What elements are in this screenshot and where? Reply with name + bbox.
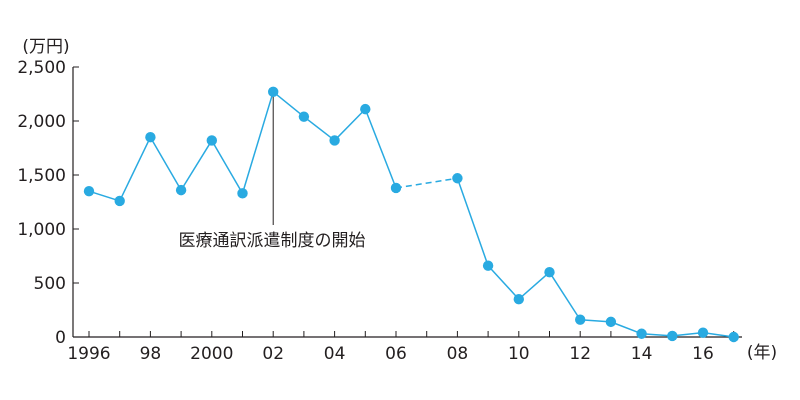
- series-line-segment: [334, 108, 366, 141]
- x-tick-label: 06: [385, 344, 407, 364]
- x-tick-label: 10: [508, 344, 530, 364]
- data-point: [360, 103, 371, 115]
- data-point: [329, 135, 340, 146]
- x-tick-label: 12: [569, 344, 591, 364]
- data-point: [83, 186, 95, 197]
- data-point: [452, 173, 463, 184]
- series-line-segment: [149, 136, 182, 191]
- data-point: [206, 135, 217, 146]
- data-point: [237, 188, 248, 199]
- data-point: [697, 327, 709, 338]
- data-point: [268, 86, 279, 98]
- series-line-segment: [211, 140, 244, 194]
- data-point: [575, 314, 586, 325]
- y-tick-label: 1,500: [17, 166, 66, 186]
- x-tick-label: 2000: [190, 344, 233, 364]
- series-line-segment: [487, 265, 520, 300]
- series-line-segment: [518, 271, 550, 300]
- y-axis-unit-label: (万円): [22, 37, 69, 57]
- data-point: [728, 331, 739, 343]
- y-tick-label: 0: [55, 328, 66, 348]
- x-tick-label: 98: [140, 344, 162, 364]
- series: [83, 86, 739, 343]
- annotation: 医療通訳派遣制度の開始: [179, 91, 366, 251]
- data-point: [636, 328, 647, 339]
- y-tick-label: 500: [34, 274, 66, 294]
- x-tick-label: 14: [631, 344, 653, 364]
- series-line-segment: [180, 140, 213, 191]
- y-tick-label: 2,000: [17, 112, 66, 132]
- data-point: [544, 267, 555, 278]
- data-point: [667, 330, 678, 342]
- data-point: [513, 294, 524, 305]
- series-line-segment: [456, 177, 489, 266]
- series-line-segment: [303, 116, 336, 142]
- series-line-segment: [88, 190, 120, 202]
- series-line-segment: [119, 136, 152, 202]
- y-tick-label: 2,500: [17, 58, 66, 78]
- x-tick-label: 16: [692, 344, 714, 364]
- data-point: [605, 316, 617, 328]
- y-tick-label: 1,000: [17, 220, 66, 240]
- data-point: [390, 182, 402, 194]
- x-tick-label: 1996: [67, 344, 110, 364]
- x-axis-unit-label: (年): [747, 343, 777, 363]
- data-point: [145, 132, 156, 143]
- series-dashed-segment: [395, 177, 458, 189]
- data-point: [298, 111, 310, 122]
- series-line-segment: [241, 91, 274, 194]
- data-point: [482, 260, 494, 271]
- series-line-segment: [364, 108, 397, 189]
- series-line-segment: [272, 91, 305, 118]
- x-tick-label: 04: [324, 344, 346, 364]
- x-tick-label: 02: [262, 344, 284, 364]
- annotation-text: 医療通訳派遣制度の開始: [179, 231, 366, 251]
- series-line-segment: [548, 271, 581, 321]
- data-point: [175, 184, 187, 196]
- series-line-segment: [610, 321, 642, 335]
- data-point: [114, 195, 125, 207]
- axes: 0 500 1,000 1,500 2,000 2,500 1996 98 2000 02 04 06…: [17, 58, 742, 364]
- x-tick-label: 08: [447, 344, 469, 364]
